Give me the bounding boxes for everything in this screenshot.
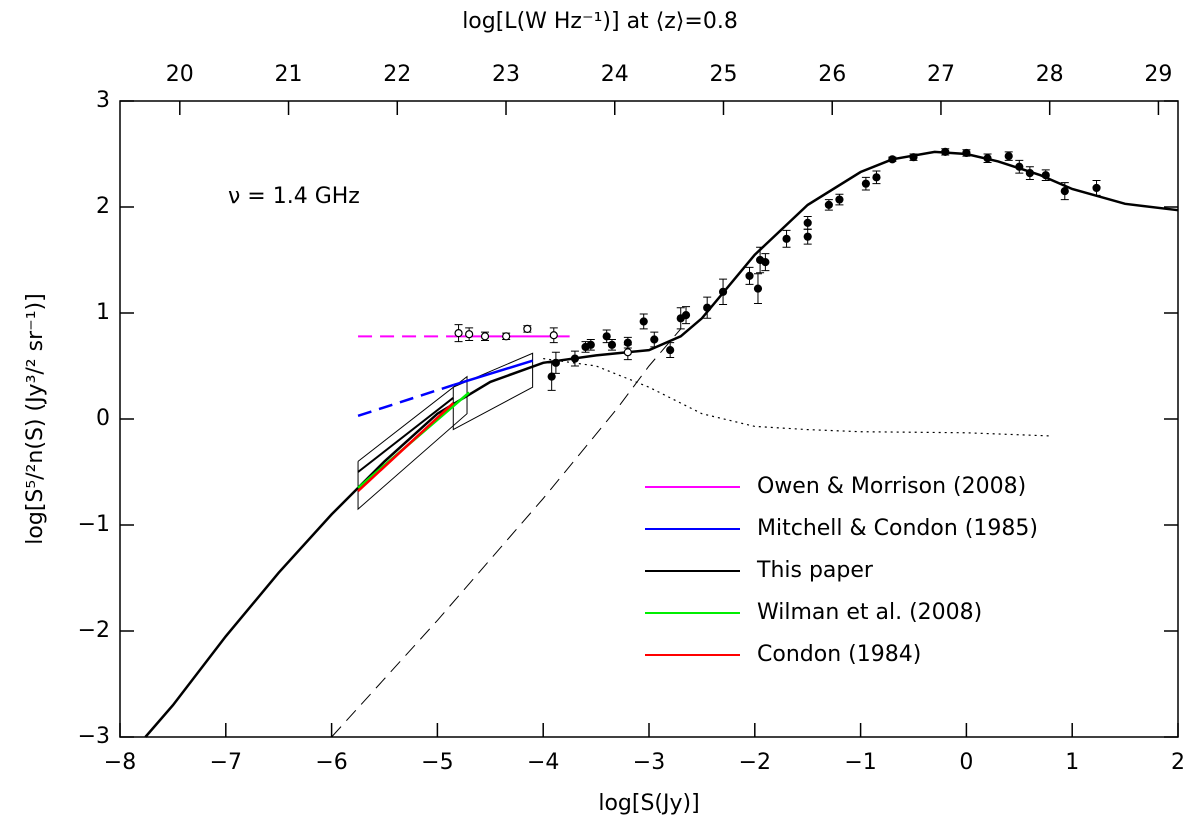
top-tick-label: 23 xyxy=(492,62,520,87)
data-point xyxy=(753,284,763,293)
data-point xyxy=(703,303,712,312)
x-tick-label: −4 xyxy=(527,750,559,775)
data-point xyxy=(465,330,474,339)
data-point xyxy=(650,335,659,344)
y-tick-label: 1 xyxy=(96,300,110,325)
data-point xyxy=(551,358,560,367)
top-tick-label: 26 xyxy=(818,62,846,87)
top-tick-label: 24 xyxy=(601,62,629,87)
data-point xyxy=(1004,152,1013,161)
curve xyxy=(357,383,454,418)
data-point xyxy=(962,148,971,158)
y-tick-label: 0 xyxy=(96,406,110,431)
data-point xyxy=(1092,183,1101,193)
legend-label: Owen & Morrison (2008) xyxy=(757,474,1026,499)
data-point xyxy=(761,258,770,267)
data-point xyxy=(502,332,511,341)
x-tick-label: −5 xyxy=(421,750,453,775)
top-axis-label: log[L(W Hz⁻¹)] at ⟨z⟩=0.8 xyxy=(462,9,738,34)
x-tick-label: 2 xyxy=(1171,750,1185,775)
top-tick-label: 28 xyxy=(1036,62,1064,87)
data-point xyxy=(607,340,617,349)
data-point xyxy=(602,332,611,341)
data-point xyxy=(983,154,992,163)
data-point xyxy=(666,346,675,355)
top-tick-label: 22 xyxy=(383,62,411,87)
curve xyxy=(357,397,454,473)
data-point xyxy=(549,331,558,340)
x-tick-label: −2 xyxy=(739,750,771,775)
data-point xyxy=(1041,171,1050,180)
top-tick-label: 27 xyxy=(927,62,955,87)
x-tick-label: −7 xyxy=(210,750,242,775)
legend-label: Wilman et al. (2008) xyxy=(757,600,982,625)
data-point xyxy=(1015,162,1024,171)
data-point xyxy=(1025,168,1034,178)
y-tick-label: −2 xyxy=(78,618,110,643)
top-tick-label: 25 xyxy=(709,62,737,87)
data-point xyxy=(570,354,580,363)
legend-label: This paper xyxy=(756,558,874,583)
x-tick-label: −8 xyxy=(104,750,136,775)
y-tick-label: 3 xyxy=(96,88,110,113)
data-point xyxy=(586,340,595,349)
data-point xyxy=(480,332,490,341)
curve xyxy=(452,359,533,387)
data-point xyxy=(745,271,754,280)
x-tick-label: 0 xyxy=(959,750,973,775)
data-point xyxy=(454,329,463,338)
data-point xyxy=(941,147,950,156)
data-point xyxy=(824,200,833,209)
annotation: ν = 1.4 GHz xyxy=(228,184,360,209)
legend-label: Mitchell & Condon (1985) xyxy=(757,516,1038,541)
data-point xyxy=(803,218,812,227)
data-point xyxy=(523,324,532,333)
y-axis-label: log[S⁵/²n(S) (Jy³/² sr⁻¹)] xyxy=(23,293,48,544)
top-tick-label: 20 xyxy=(166,62,194,87)
curve xyxy=(357,402,455,492)
data-point xyxy=(888,155,897,164)
data-point xyxy=(872,173,881,182)
data-point xyxy=(861,179,870,188)
y-tick-label: 2 xyxy=(96,194,110,219)
legend-label: Condon (1984) xyxy=(757,642,921,667)
x-axis-label: log[S(Jy)] xyxy=(598,791,699,816)
top-tick-label: 21 xyxy=(275,62,303,87)
y-tick-label: −3 xyxy=(78,724,110,749)
data-point xyxy=(639,317,648,326)
curve xyxy=(452,352,534,431)
data-point xyxy=(681,311,691,320)
data-point xyxy=(835,195,844,204)
data-point xyxy=(718,287,728,296)
curve xyxy=(357,375,468,511)
x-tick-label: −3 xyxy=(633,750,665,775)
x-tick-label: −1 xyxy=(844,750,876,775)
top-tick-label: 29 xyxy=(1144,62,1172,87)
x-tick-label: 1 xyxy=(1065,750,1079,775)
data-point xyxy=(1060,187,1069,196)
curve xyxy=(543,357,1052,437)
y-tick-label: −1 xyxy=(78,512,110,537)
data-point xyxy=(909,153,918,162)
data-point xyxy=(782,234,791,243)
data-point xyxy=(623,348,632,357)
x-tick-label: −6 xyxy=(315,750,347,775)
data-point xyxy=(803,232,812,241)
data-point xyxy=(547,372,556,381)
curve xyxy=(331,328,682,738)
curve xyxy=(144,150,1179,738)
